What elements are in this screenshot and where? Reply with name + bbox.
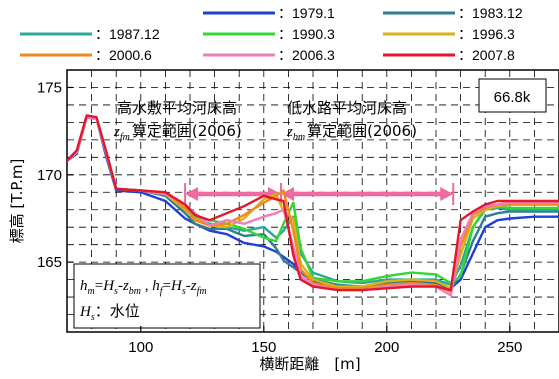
y-axis-label: 標高 [T.P.m]	[8, 159, 26, 244]
legend-label-1: ：1979.1	[278, 5, 335, 21]
series-line-8	[67, 114, 559, 292]
legend-label-7: ：2006.3	[278, 47, 335, 63]
low-range-sub: 算定範囲(2006)	[307, 122, 417, 140]
series-layer	[67, 114, 559, 297]
x-tick-label: 250	[497, 339, 522, 356]
plot-frame	[66, 69, 559, 333]
legend-label-6: ：2000.6	[95, 47, 152, 63]
high-range-label: zfm 算定範囲(2006)	[113, 122, 242, 143]
high-range-title: 高水敷平均河床高	[117, 99, 237, 117]
x-tick-label: 100	[128, 339, 153, 356]
y-tick-labels: 165 170 175	[37, 79, 73, 271]
x-tick-labels: 100 150 200 250	[128, 326, 522, 356]
legend-label-2: ：1983.12	[458, 5, 523, 21]
legend-label-3: ：1987.12	[95, 26, 160, 42]
low-range-arrow-head-right	[440, 187, 454, 202]
x-axis-label: 横断距離 [m]	[259, 355, 360, 373]
formula-line1: hm=Hs-zbm , hf=Hs-zfm	[80, 278, 207, 297]
x-tick-label: 150	[251, 339, 276, 356]
low-range-title: 低水路平均河床高	[287, 99, 407, 117]
legend-label-4: ：1990.3	[278, 26, 335, 42]
y-tick-label: 165	[37, 254, 62, 271]
high-range-sub: 算定範囲(2006)	[132, 122, 242, 140]
series-line-1	[67, 115, 559, 290]
legend-label-5: ：1996.3	[458, 26, 515, 42]
y-tick-label: 175	[37, 79, 62, 96]
low-range-label: zbm 算定範囲(2006)	[286, 122, 417, 143]
high-range-arrow-head-left	[185, 187, 199, 202]
legend-label-8: ：2007.8	[458, 47, 515, 63]
formula-line2: Hs：水位	[79, 302, 140, 323]
y-tick-label: 170	[37, 167, 62, 184]
range-arrows	[184, 183, 455, 206]
station-label: 66.8k	[494, 89, 531, 106]
formula-box	[73, 263, 261, 329]
low-range-arrow-head-left	[281, 187, 295, 202]
low-range-arrow	[280, 183, 455, 206]
formula-line2-text: ：水位	[95, 302, 140, 320]
station-box	[478, 78, 547, 113]
x-tick-label: 200	[374, 339, 399, 356]
legend: ：1979.1 ：1983.12 ：1987.12 ：1990.3 ：1996.3 ：20…	[20, 5, 523, 63]
